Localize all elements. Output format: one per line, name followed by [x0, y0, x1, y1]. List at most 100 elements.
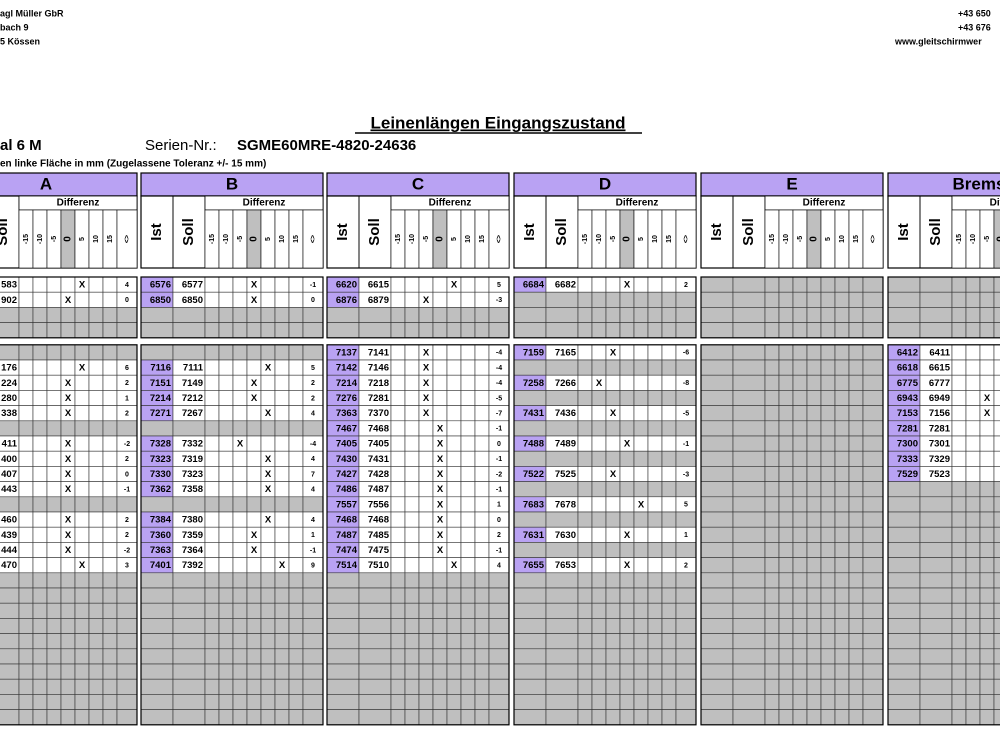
- table-cell: [172, 496, 206, 513]
- table-cell: [605, 663, 621, 680]
- table-cell: [446, 511, 462, 528]
- table-cell: [862, 276, 884, 293]
- table-cell: [274, 511, 290, 528]
- table-cell: [887, 307, 921, 323]
- table-cell: [591, 648, 607, 665]
- table-cell: [647, 405, 663, 422]
- table-cell: [74, 633, 90, 650]
- table-cell: [46, 648, 62, 665]
- table-cell: [32, 572, 48, 589]
- diff-col-label: <>: [310, 235, 317, 243]
- table-cell: [806, 618, 822, 634]
- diff-mark: X: [451, 280, 458, 291]
- table-cell: [46, 390, 62, 406]
- table-cell: [18, 496, 34, 513]
- diff-label: Differenz: [616, 198, 659, 209]
- diff-value: 1: [497, 502, 501, 509]
- table-cell: [460, 374, 476, 391]
- diff-value: -3: [496, 297, 502, 304]
- table-cell: [246, 587, 262, 604]
- table-cell: [848, 542, 864, 558]
- table-cell: [577, 618, 593, 634]
- table-cell: [460, 405, 476, 422]
- soll-value: 7149: [182, 378, 203, 389]
- diff-mark: X: [65, 545, 72, 556]
- table-cell: [0, 587, 20, 604]
- table-cell: [60, 572, 76, 589]
- table-cell: [60, 618, 76, 634]
- table-cell: [274, 405, 290, 422]
- table-cell: [274, 322, 290, 339]
- table-cell: [404, 390, 420, 406]
- table-cell: [358, 307, 392, 323]
- table-cell: [764, 678, 780, 695]
- table-cell: [993, 694, 1000, 710]
- table-cell: [460, 542, 476, 558]
- table-cell: [88, 618, 104, 634]
- table-cell: [820, 307, 836, 323]
- table-cell: [848, 618, 864, 634]
- table-cell: [806, 496, 822, 513]
- table-cell: [545, 420, 579, 437]
- table-cell: [792, 557, 808, 574]
- table-cell: [204, 359, 220, 376]
- table-cell: [18, 542, 34, 558]
- model: al 6 M: [0, 137, 42, 154]
- soll-value: 6577: [182, 280, 203, 291]
- column-label: Ist: [895, 223, 912, 241]
- ist-value: 7363: [336, 408, 357, 419]
- table-cell: [302, 602, 324, 619]
- table-cell: [965, 633, 981, 650]
- contact-line: www.gleitschirmwer: [894, 36, 982, 46]
- diff-col-label: 0: [622, 236, 633, 242]
- table-cell: [102, 694, 118, 710]
- table-cell: [204, 542, 220, 558]
- table-cell: [919, 602, 953, 619]
- diff-mark: X: [79, 280, 86, 291]
- table-cell: [619, 542, 635, 558]
- diff-value: -5: [496, 395, 502, 402]
- table-cell: [591, 678, 607, 695]
- table-cell: [792, 307, 808, 323]
- table-cell: [700, 678, 734, 695]
- table-cell: [591, 405, 607, 422]
- table-cell: [792, 694, 808, 710]
- table-cell: [792, 450, 808, 467]
- table-cell: [764, 526, 780, 543]
- table-cell: [390, 678, 406, 695]
- table-cell: [732, 390, 766, 406]
- table-cell: [820, 322, 836, 339]
- soll-value: 7678: [555, 499, 576, 510]
- diff-value: -6: [683, 350, 689, 357]
- table-cell: [18, 481, 34, 498]
- table-cell: [979, 572, 995, 589]
- diff-mark: X: [279, 560, 286, 571]
- table-cell: [792, 374, 808, 391]
- soll-value: 7146: [368, 363, 389, 374]
- table-cell: [919, 678, 953, 695]
- table-cell: [848, 435, 864, 452]
- table-cell: [204, 587, 220, 604]
- table-cell: [834, 307, 850, 323]
- table-cell: [834, 322, 850, 339]
- table-cell: [732, 276, 766, 293]
- table-cell: [288, 587, 304, 604]
- table-cell: [432, 307, 448, 323]
- table-cell: [74, 405, 90, 422]
- table-cell: [88, 435, 104, 452]
- table-cell: [88, 420, 104, 437]
- table-cell: [326, 663, 360, 680]
- table-cell: [460, 587, 476, 604]
- table-cell: [274, 291, 290, 308]
- group-label: E: [786, 174, 797, 193]
- table-cell: [834, 618, 850, 634]
- table-cell: [919, 322, 953, 339]
- diff-mark: X: [79, 560, 86, 571]
- table-cell: [74, 511, 90, 528]
- table-cell: [116, 572, 138, 589]
- table-cell: [46, 678, 62, 695]
- table-cell: [647, 678, 663, 695]
- table-cell: [732, 602, 766, 619]
- diff-value: -2: [124, 547, 130, 554]
- table-cell: [260, 435, 276, 452]
